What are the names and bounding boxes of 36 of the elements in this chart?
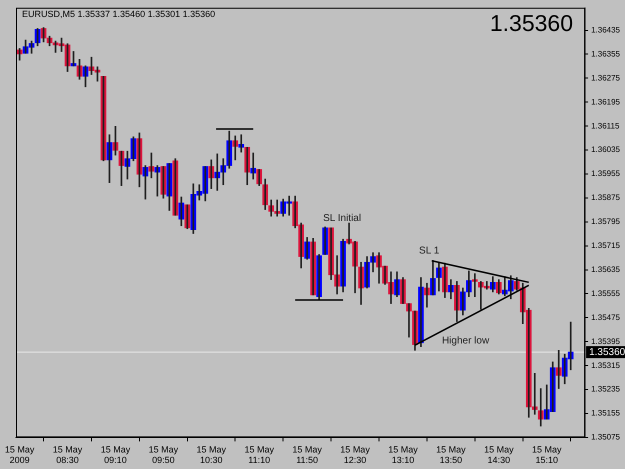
ref-line-label: 1.35360: [589, 346, 625, 358]
y-tick-label: 1.35315: [591, 360, 621, 370]
y-tick-label: 1.36275: [591, 73, 621, 82]
y-tick-label: 1.35635: [591, 264, 621, 274]
y-tick-label: 1.35155: [591, 408, 621, 418]
x-tick-label: 15 May 11:50: [292, 444, 322, 466]
y-tick-label: 1.35475: [591, 312, 621, 322]
x-tick-label: 15 May 15:10: [532, 444, 562, 466]
y-tick-label: 1.35235: [591, 384, 621, 394]
y-tick-label: 1.35875: [591, 193, 621, 202]
chart-subtitle: 1.35360: [490, 10, 573, 36]
y-tick-label: 1.35715: [591, 241, 621, 250]
x-tick-label: 15 May 13:10: [388, 444, 418, 466]
x-tick-label: 15 May 09:50: [148, 444, 179, 466]
x-tick-label: 15 May 09:10: [100, 444, 131, 466]
x-tick-label: 15 May 13:50: [436, 444, 466, 466]
annotation: Higher low: [442, 335, 490, 346]
x-tick-label: 15 May 12:30: [340, 444, 370, 466]
y-tick-label: 1.36355: [591, 49, 621, 58]
x-tick-label: 15 May 11:10: [244, 444, 274, 466]
chart-title: EURUSD,M5 1.35337 1.35460 1.35301 1.35360: [22, 9, 216, 19]
y-tick-label: 1.35955: [591, 169, 621, 178]
y-tick-label: 1.35795: [591, 217, 621, 226]
x-tick-label: 15 May 14:30: [484, 444, 514, 466]
y-tick-label: 1.36035: [591, 145, 621, 154]
x-tick-label: 15 May 2009: [4, 444, 35, 466]
x-tick-label: 15 May 08:30: [52, 444, 83, 466]
annotation: SL Initial: [323, 213, 362, 224]
y-tick-label: 1.36115: [591, 121, 620, 130]
annotation: SL 1: [419, 246, 440, 257]
y-tick-label: 1.36435: [591, 25, 621, 34]
y-tick-label: 1.35555: [591, 288, 621, 298]
x-tick-label: 15 May 10:30: [196, 444, 227, 466]
y-tick-label: 1.35075: [591, 432, 621, 442]
y-tick-label: 1.36195: [591, 97, 621, 106]
y-tick-label: 1.35395: [591, 336, 621, 346]
